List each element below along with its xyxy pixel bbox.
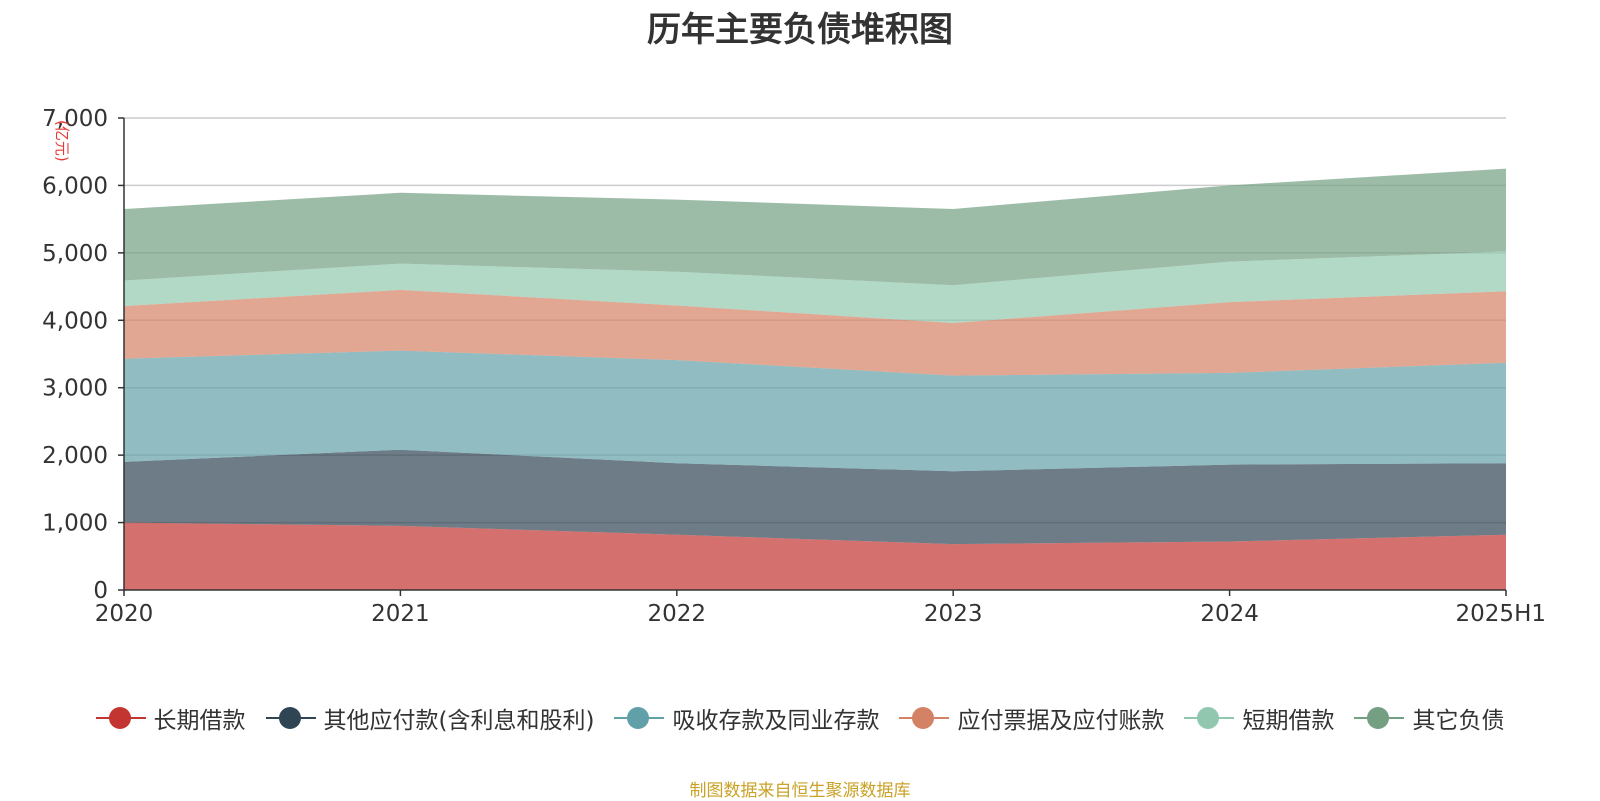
legend-item-3[interactable]: 吸收存款及同业存款 bbox=[614, 701, 879, 735]
chart-title: 历年主要负债堆积图 bbox=[647, 10, 953, 50]
y-tick-label: 3,000 bbox=[42, 376, 108, 402]
y-tick-label: 4,000 bbox=[42, 308, 108, 334]
series-area-4[interactable] bbox=[124, 289, 1506, 376]
x-tick-label: 2022 bbox=[648, 601, 707, 627]
legend-item-4[interactable]: 应付票据及应付账款 bbox=[899, 701, 1164, 735]
source-note: 制图数据来自恒生聚源数据库 bbox=[689, 781, 911, 801]
legend-swatch bbox=[1184, 706, 1235, 730]
legend-swatch bbox=[1354, 706, 1405, 730]
y-tick-label: 5,000 bbox=[42, 241, 108, 267]
area-layer bbox=[124, 168, 1506, 590]
x-tick-label: 2024 bbox=[1200, 601, 1259, 627]
y-tick-label: 2,000 bbox=[42, 443, 108, 469]
legend: 长期借款 其他应付款(含利息和股利) 吸收存款及同业存款 应付票据及应付账款 短期借款 其… bbox=[0, 700, 1600, 736]
y-tick-label: 6,000 bbox=[42, 173, 108, 199]
legend-item-2[interactable]: 其他应付款(含利息和股利) bbox=[265, 701, 595, 735]
axis-layer: 0 1,000 2,000 3,000 4,000 5,000 6,000 7,000 2020… bbox=[42, 106, 1546, 627]
legend-label: 其它负债 bbox=[1412, 708, 1505, 734]
legend-item-1[interactable]: 长期借款 bbox=[95, 701, 246, 735]
y-axis-unit-label: (亿元) bbox=[53, 120, 71, 162]
series-area-2[interactable] bbox=[124, 449, 1506, 545]
legend-label: 应付票据及应付账款 bbox=[957, 708, 1165, 734]
series-area-5[interactable] bbox=[124, 251, 1506, 324]
x-tick-label: 2020 bbox=[95, 601, 154, 627]
series-area-1[interactable] bbox=[124, 522, 1506, 590]
series-area-6[interactable] bbox=[124, 168, 1506, 286]
x-tick-label: 2023 bbox=[924, 601, 983, 627]
legend-item-6[interactable]: 其它负债 bbox=[1354, 701, 1504, 735]
legend-label: 长期借款 bbox=[153, 708, 246, 734]
x-tick-label: 2025H1 bbox=[1456, 601, 1546, 627]
legend-label: 其他应付款(含利息和股利) bbox=[323, 708, 595, 734]
legend-item-5[interactable]: 短期借款 bbox=[1184, 701, 1334, 735]
y-tick-label: 7,000 bbox=[42, 106, 108, 132]
legend-label: 吸收存款及同业存款 bbox=[672, 708, 880, 734]
series-area-3[interactable] bbox=[124, 350, 1506, 472]
y-tick-label: 0 bbox=[93, 578, 108, 604]
y-tick-label: 1,000 bbox=[42, 511, 108, 537]
legend-swatch bbox=[265, 706, 316, 730]
x-tick-label: 2021 bbox=[371, 601, 430, 627]
legend-label: 短期借款 bbox=[1242, 708, 1335, 734]
legend-swatch bbox=[899, 706, 950, 730]
legend-swatch bbox=[614, 706, 665, 730]
legend-swatch bbox=[95, 706, 146, 730]
